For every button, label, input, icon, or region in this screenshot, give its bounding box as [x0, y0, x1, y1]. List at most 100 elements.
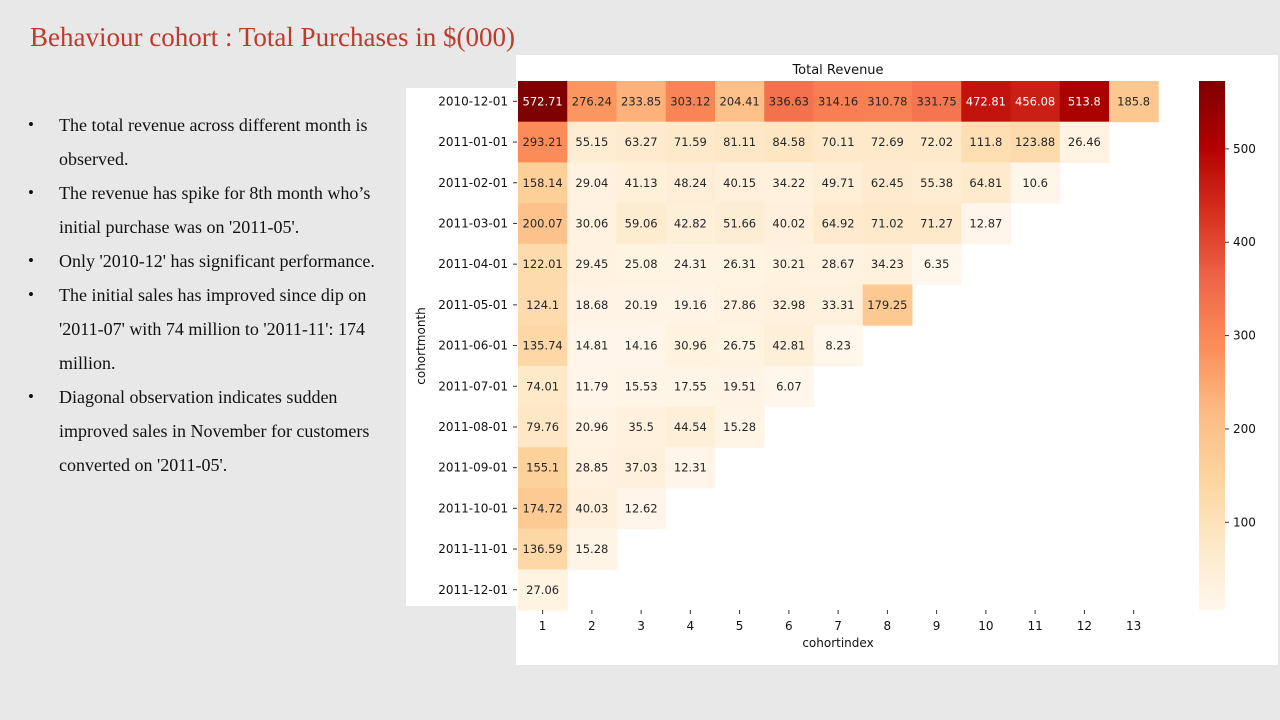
cell-label: 18.68	[575, 298, 608, 312]
cell-label: 310.78	[867, 94, 907, 108]
heatmap-cell	[518, 365, 568, 408]
heatmap-cell	[616, 203, 667, 245]
cell-label: 34.22	[772, 176, 805, 190]
heatmap-cell	[616, 406, 667, 448]
x-tick-label: 9	[933, 619, 941, 633]
heatmap-cell	[715, 121, 765, 163]
cell-label: 472.81	[966, 94, 1006, 108]
heatmap-cell	[665, 243, 716, 285]
heatmap-cell	[862, 243, 913, 285]
cell-label: 29.04	[575, 176, 608, 190]
cell-label: 12.62	[625, 501, 658, 515]
heatmap-cell	[665, 203, 716, 245]
x-tick-label: 13	[1126, 619, 1141, 633]
cell-label: 28.85	[575, 461, 608, 475]
heatmap-cell	[1059, 81, 1110, 123]
cell-label: 29.45	[575, 257, 608, 271]
cell-label: 111.8	[969, 135, 1002, 149]
heatmap-cell	[567, 203, 617, 245]
cell-label: 40.03	[575, 501, 608, 515]
cell-label: 20.96	[575, 420, 608, 434]
bullet-item: Only '2010-12' has significant performan…	[28, 244, 400, 278]
heatmap-cell	[961, 162, 1011, 204]
heatmap-cell	[616, 284, 667, 326]
cell-label: 276.24	[572, 94, 612, 108]
heatmap-cell	[567, 162, 617, 204]
heatmap-cell	[567, 528, 617, 570]
heatmap-cell	[813, 203, 864, 245]
cell-label: 55.38	[920, 176, 953, 190]
x-tick-label: 5	[736, 619, 744, 633]
heatmap-cell	[518, 121, 568, 163]
heatmap-cell	[1109, 81, 1159, 123]
heatmap-cell	[567, 325, 617, 367]
heatmap-cell	[715, 406, 765, 448]
heatmap-cell	[616, 447, 667, 489]
heatmap-cell	[518, 325, 568, 367]
y-tick-label: 2011-11-01	[438, 542, 508, 556]
heatmap-cell	[665, 162, 716, 204]
cell-label: 14.16	[625, 339, 658, 353]
colorbar-ticks: 100 200 300 400 500	[1225, 142, 1256, 529]
heatmap-cell	[764, 365, 814, 408]
heatmap-cell	[912, 243, 962, 285]
cell-label: 24.31	[674, 257, 707, 271]
cell-label: 27.86	[723, 298, 756, 312]
heatmap-cell	[1059, 121, 1110, 163]
heatmap-cell	[715, 284, 765, 326]
heatmap-cell	[862, 121, 913, 163]
heatmap-cell	[813, 121, 864, 163]
heatmap-cell	[764, 325, 814, 367]
chart-title: Total Revenue	[791, 63, 883, 78]
cell-label: 41.13	[625, 176, 658, 190]
cell-label: 233.85	[621, 94, 661, 108]
heatmap-cell	[1010, 121, 1061, 163]
cell-label: 293.21	[523, 135, 563, 149]
heatmap-cell	[616, 365, 667, 408]
heatmap-cell	[518, 406, 568, 448]
heatmap-cell	[518, 162, 568, 204]
y-axis-label: cohortmonth	[414, 307, 428, 384]
x-tick-label: 12	[1077, 619, 1092, 633]
heatmap-cell	[518, 528, 568, 570]
x-tick-label: 3	[637, 619, 645, 633]
y-tick-label: 2011-01-01	[438, 135, 508, 149]
x-tick-label: 8	[884, 619, 892, 633]
heatmap-cell	[961, 203, 1011, 245]
x-tick-label: 7	[834, 619, 842, 633]
heatmap-cell	[567, 488, 617, 530]
cell-label: 32.98	[772, 298, 805, 312]
cell-label: 124.1	[526, 298, 559, 312]
cell-label: 81.11	[723, 135, 756, 149]
heatmap-cell	[518, 284, 568, 326]
cell-label: 135.74	[523, 339, 563, 353]
cell-label: 26.31	[723, 257, 756, 271]
cell-label: 331.75	[917, 94, 957, 108]
heatmap-cell	[764, 162, 814, 204]
heatmap-cell	[665, 81, 716, 123]
heatmap-cell	[665, 325, 716, 367]
heatmap-cell	[616, 488, 667, 530]
y-axis-panel	[406, 88, 516, 606]
cell-label: 64.92	[822, 216, 855, 230]
heatmap-cell	[862, 284, 913, 326]
heatmap-cell	[764, 203, 814, 245]
heatmap-cell	[813, 162, 864, 204]
heatmap-cell	[518, 203, 568, 245]
cell-label: 30.06	[575, 216, 608, 230]
x-tick-label: 4	[687, 619, 695, 633]
colorbar-tick-label: 400	[1233, 235, 1256, 249]
x-axis-label: cohortindex	[802, 636, 873, 650]
cell-label: 15.28	[575, 542, 608, 556]
x-tick-label: 10	[978, 619, 993, 633]
y-tick-label: 2011-03-01	[438, 216, 508, 230]
heatmap-cell	[567, 284, 617, 326]
colorbar-tick-label: 100	[1233, 515, 1256, 529]
cell-label: 200.07	[523, 216, 563, 230]
colorbar	[1199, 81, 1225, 610]
heatmap-cell	[813, 243, 864, 285]
y-tick-label: 2011-06-01	[438, 339, 508, 353]
cell-label: 204.41	[720, 94, 760, 108]
heatmap-cell	[518, 569, 568, 611]
